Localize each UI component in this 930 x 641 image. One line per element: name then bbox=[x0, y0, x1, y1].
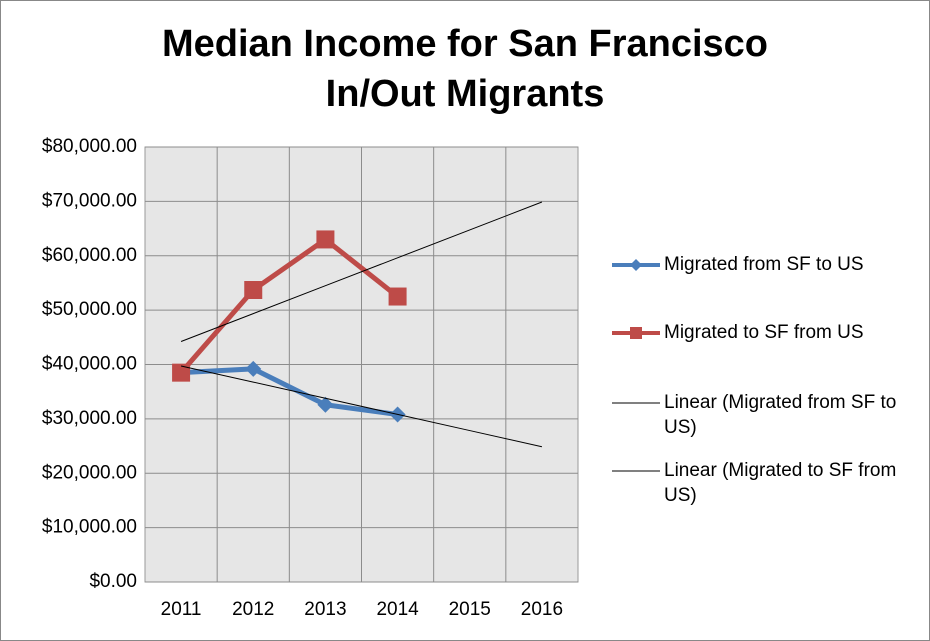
series-line bbox=[180, 201, 543, 342]
series-line bbox=[180, 365, 543, 448]
marker bbox=[244, 281, 263, 300]
marker bbox=[388, 287, 407, 306]
y-tick-label: $70,000.00 bbox=[42, 190, 137, 211]
legend-label: Migrated from SF to US bbox=[664, 254, 864, 275]
y-tick-label: $20,000.00 bbox=[42, 462, 137, 483]
x-tick-label: 2015 bbox=[449, 599, 491, 620]
y-tick-label: $50,000.00 bbox=[42, 299, 137, 320]
y-tick-label: $60,000.00 bbox=[42, 245, 137, 266]
legend-symbol bbox=[612, 327, 660, 339]
legend-label: Linear (Migrated from SF to US) bbox=[664, 392, 897, 438]
legend-item: Linear (Migrated from SF to US) bbox=[612, 390, 912, 440]
legend-symbol bbox=[612, 259, 660, 271]
marker bbox=[630, 327, 642, 339]
legend-item: Migrated from SF to US bbox=[612, 252, 912, 277]
legend-symbol bbox=[612, 470, 660, 472]
legend-item: Linear (Migrated to SF from US) bbox=[612, 458, 912, 508]
y-tick-label: $0.00 bbox=[89, 571, 137, 592]
marker bbox=[316, 230, 335, 249]
legend-symbol bbox=[612, 402, 660, 404]
marker bbox=[630, 259, 642, 271]
y-tick-label: $80,000.00 bbox=[42, 136, 137, 157]
chart-title: In/Out Migrants bbox=[326, 73, 605, 115]
marker bbox=[317, 396, 334, 413]
x-tick-label: 2016 bbox=[521, 599, 563, 620]
y-tick-label: $30,000.00 bbox=[42, 408, 137, 429]
y-tick-label: $40,000.00 bbox=[42, 354, 137, 375]
legend-label: Linear (Migrated to SF from US) bbox=[664, 460, 897, 506]
x-tick-label: 2012 bbox=[232, 599, 274, 620]
legend-label: Migrated to SF from US bbox=[664, 322, 864, 343]
legend-item: Migrated to SF from US bbox=[612, 320, 912, 345]
marker bbox=[172, 363, 191, 382]
series-line bbox=[180, 366, 398, 418]
chart-title: Median Income for San Francisco bbox=[162, 23, 768, 65]
series-line bbox=[179, 236, 400, 375]
x-tick-label: 2014 bbox=[376, 599, 419, 620]
x-tick-label: 2013 bbox=[304, 599, 346, 620]
marker bbox=[245, 360, 262, 377]
x-tick-label: 2011 bbox=[161, 599, 202, 620]
y-tick-label: $10,000.00 bbox=[42, 517, 137, 538]
